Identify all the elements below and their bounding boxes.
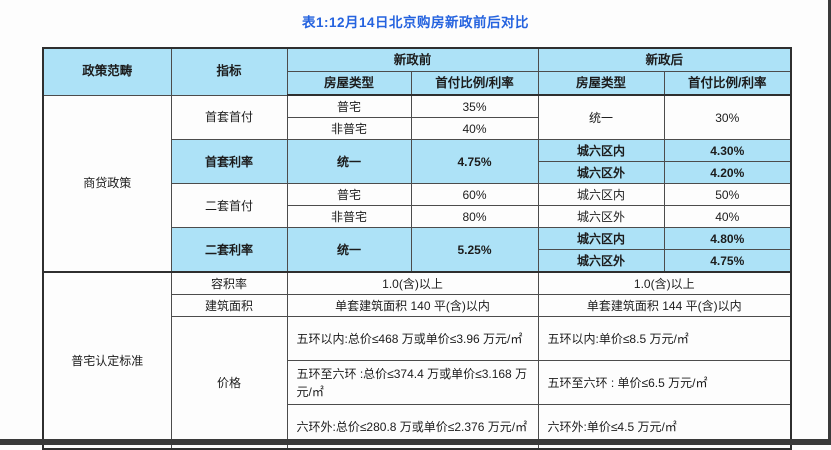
header-ratio-rate-after: 首付比例/利率: [663, 71, 792, 96]
cell-second-down-after-type-0: 城六区内: [537, 183, 665, 206]
cell-floor-area-after: 单套建筑面积 144 平(含)以内: [537, 294, 792, 317]
cell-second-down-before-value-0: 60%: [410, 183, 539, 206]
header-ratio-rate-before: 首付比例/利率: [410, 71, 539, 96]
cell-plot-ratio-after: 1.0(含)以上: [537, 271, 792, 295]
header-house-type-before: 房屋类型: [286, 71, 412, 96]
header-after-policy: 新政后: [537, 47, 792, 72]
cell-first-down-before-value-0: 35%: [410, 94, 539, 118]
cell-first-down-before-type-0: 普宅: [286, 94, 412, 118]
cell-first-down-after-type: 统一: [537, 94, 665, 140]
cell-first-down-before-value-1: 40%: [410, 117, 539, 140]
indicator-second-rate: 二套利率: [170, 227, 288, 273]
header-house-type-after: 房屋类型: [537, 71, 665, 96]
page-title: 表1:12月14日北京购房新政前后对比: [301, 15, 530, 30]
page-edge-right: [828, 0, 831, 445]
cell-second-rate-before-type: 统一: [286, 227, 412, 273]
cell-price-after-0: 五环以内:单价≤8.5 万元/㎡: [537, 316, 792, 361]
header-indicator: 指标: [170, 47, 288, 96]
cell-second-rate-after-type-0: 城六区内: [537, 227, 665, 250]
cell-second-down-before-value-1: 80%: [410, 205, 539, 228]
cell-first-rate-after-value-0: 4.30%: [663, 139, 792, 162]
header-before-policy: 新政前: [286, 47, 539, 72]
cell-first-rate-after-value-1: 4.20%: [663, 161, 792, 184]
cell-plot-ratio-before: 1.0(含)以上: [286, 271, 539, 295]
cell-second-rate-after-type-1: 城六区外: [537, 249, 665, 273]
cell-second-rate-after-value-0: 4.80%: [663, 227, 792, 250]
cell-second-down-after-type-1: 城六区外: [537, 205, 665, 228]
category-loan-policy: 商贷政策: [42, 94, 172, 273]
cell-first-down-before-type-1: 非普宅: [286, 117, 412, 140]
cell-second-down-after-value-1: 40%: [663, 205, 792, 228]
cell-second-rate-before-value: 5.25%: [410, 227, 539, 273]
cell-price-after-1: 五环至六环 : 单价≤6.5 万元/㎡: [537, 360, 792, 405]
cell-floor-area-before: 单套建筑面积 140 平(含)以内: [286, 294, 539, 317]
cell-price-before-0: 五环以内:总价≤468 万或单价≤3.96 万元/㎡: [286, 316, 539, 361]
indicator-plot-ratio: 容积率: [170, 271, 288, 295]
page-edge-bottom: [0, 439, 831, 445]
indicator-first-rate: 首套利率: [170, 139, 288, 184]
policy-comparison-table: 政策范畴 指标 新政前 新政后 房屋类型 首付比例/利率 房屋类型 首付比例/利…: [42, 47, 793, 450]
cell-first-rate-before-type: 统一: [286, 139, 412, 184]
cell-price-before-1: 五环至六环 :总价≤374.4 万或单价≤3.168 万元/㎡: [286, 360, 539, 405]
indicator-price: 价格: [170, 316, 288, 450]
cell-first-rate-after-type-1: 城六区外: [537, 161, 665, 184]
category-ordinary-housing-standard: 普宅认定标准: [42, 271, 172, 450]
cell-second-down-after-value-0: 50%: [663, 183, 792, 206]
indicator-floor-area: 建筑面积: [170, 294, 288, 317]
cell-first-rate-after-type-0: 城六区内: [537, 139, 665, 162]
indicator-second-down: 二套首付: [170, 183, 288, 228]
cell-second-down-before-type-1: 非普宅: [286, 205, 412, 228]
cell-second-down-before-type-0: 普宅: [286, 183, 412, 206]
cell-first-rate-before-value: 4.75%: [410, 139, 539, 184]
header-policy-scope: 政策范畴: [42, 47, 172, 96]
cell-second-rate-after-value-1: 4.75%: [663, 249, 792, 273]
indicator-first-down: 首套首付: [170, 94, 288, 140]
cell-first-down-after-value: 30%: [663, 94, 792, 140]
